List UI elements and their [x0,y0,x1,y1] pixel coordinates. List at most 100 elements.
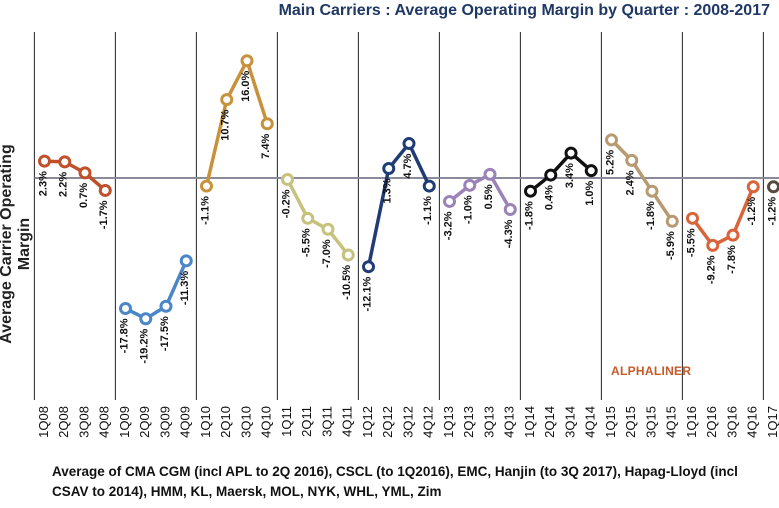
series-line-2014 [529,151,593,193]
x-tick-label: 3Q15 [643,406,658,438]
data-label: 10.7% [220,109,232,140]
operating-margin-chart: 2.3% 2.2% 0.7% -1.7% -17.8% -19.2% -17.5% -11.3… [33,32,779,438]
x-tick-label: 4Q12 [421,406,436,438]
data-label: 3.4% [564,163,576,188]
x-tick-label: 3Q11 [319,406,334,437]
x-tick-label: 2Q16 [704,406,719,438]
data-point [362,260,375,274]
series-line-2009 [124,260,188,321]
data-label: 1.3% [382,178,394,203]
x-tick-label: 2Q13 [461,406,476,438]
data-point [58,155,72,169]
x-tick-label: 1Q13 [441,406,456,438]
data-label: 0.5% [483,184,495,209]
data-label: 2.3% [37,171,49,196]
x-tick-label: 4Q10 [259,406,274,438]
series-line-2016 [691,186,755,248]
data-point [463,178,477,192]
data-point [584,164,598,178]
x-tick-label: 3Q10 [238,406,253,438]
data-point [78,166,92,180]
x-tick-label: 1Q14 [522,406,537,438]
data-point [98,183,112,197]
x-tick-label: 2Q14 [542,406,557,438]
data-point [382,161,396,175]
data-point [159,299,173,313]
data-label: 0.4% [544,185,556,210]
data-label: -12.1% [361,276,373,311]
x-tick-label: 4Q09 [178,406,193,438]
x-tick-label: 1Q16 [684,406,699,438]
data-label: -1.1% [199,196,211,225]
data-label: -1.7% [98,200,110,229]
x-tick-label: 2Q12 [380,406,395,438]
x-tick-label: 1Q15 [603,406,618,438]
x-tick-label: 4Q16 [745,406,760,438]
data-label: 16.0% [240,71,252,102]
data-label: -5.5% [685,228,697,257]
data-point [686,211,699,225]
x-tick-label: 1Q11 [279,406,294,437]
series-line-2015 [610,138,674,223]
year-separators [33,32,764,400]
data-label: -1.0% [463,195,475,224]
series-line-2013 [448,172,512,211]
x-tick-label: 2Q11 [299,406,314,437]
x-tick-label: 4Q14 [583,406,598,438]
x-tick-label: 3Q09 [157,406,172,438]
series-line-2012 [366,141,431,268]
data-point [220,93,234,107]
data-label: -3.2% [442,211,454,240]
data-label: -4.3% [503,219,515,248]
data-point [726,228,740,242]
x-tick-label: 1Q12 [360,406,375,438]
data-point [260,117,274,131]
data-point [625,153,639,167]
data-label: -1.1% [422,196,434,225]
x-tick-labels: 1Q08 2Q08 3Q08 4Q08 1Q09 2Q09 3Q09 4Q09 1Q10 2Q10… [36,406,779,438]
data-label: -1.2% [746,197,758,226]
x-tick-label: 2Q09 [137,406,152,438]
data-label: 2.2% [58,172,70,197]
data-label: -5.9% [665,231,677,260]
data-point [179,254,193,268]
data-labels: 2.3% 2.2% 0.7% -1.7% -17.8% -19.2% -17.5% -11.3… [37,71,778,364]
data-label: 7.4% [260,134,272,159]
x-tick-label: 2Q10 [218,406,233,438]
x-tick-label: 1Q17 [765,406,779,438]
data-label: -1.8% [645,201,657,230]
x-tick-label: 4Q11 [340,406,355,437]
x-tick-label: 1Q08 [36,406,51,438]
data-point [281,172,294,186]
x-tick-label: 3Q16 [724,406,739,438]
data-point [524,184,537,198]
data-label: 0.7% [78,183,90,208]
data-point [605,133,618,147]
series-lines [44,58,755,321]
data-point [200,179,213,193]
x-tick-label: 2Q15 [623,406,638,438]
x-tick-label: 4Q13 [502,406,517,438]
data-point [240,54,254,68]
brand-watermark: ALPHALINER [611,364,692,378]
data-label: 5.2% [604,150,616,175]
data-point [341,248,355,262]
data-label: -7.8% [726,245,738,274]
data-label: -10.5% [341,265,353,300]
data-label: 2.4% [625,170,637,195]
x-tick-label: 3Q13 [481,406,496,438]
data-label: -1.8% [523,201,535,230]
data-point [119,301,132,315]
series-line-2008 [44,159,107,192]
x-tick-label: 1Q10 [198,406,213,438]
data-label: -0.2% [280,189,292,218]
data-point [139,312,153,326]
x-tick-label: 3Q14 [562,406,577,438]
data-point [665,214,679,228]
data-label: -17.8% [118,318,130,353]
series-points [38,54,779,326]
series-line-2010 [204,58,269,187]
data-point [443,194,456,208]
x-tick-label: 3Q12 [400,406,415,438]
data-point [767,180,779,194]
